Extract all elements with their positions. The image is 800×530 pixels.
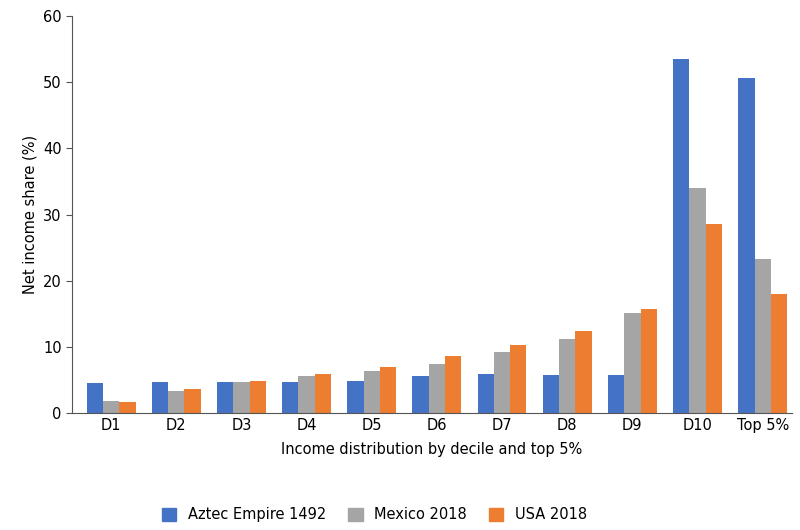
Bar [690,188,706,413]
Bar [380,367,396,413]
Bar [413,376,429,413]
X-axis label: Income distribution by decile and top 5%: Income distribution by decile and top 5% [282,441,582,456]
Bar [250,381,266,413]
Bar [771,294,787,413]
Bar [706,224,722,413]
Bar [314,374,331,413]
Bar [234,382,250,413]
Bar [510,345,526,413]
Bar [494,352,510,413]
Bar [86,383,103,413]
Bar [738,77,754,413]
Bar [282,382,298,413]
Bar [217,382,234,413]
Y-axis label: Net income share (%): Net income share (%) [22,135,38,294]
Bar [478,374,494,413]
Bar [363,371,380,413]
Bar [119,402,135,413]
Bar [673,59,690,413]
Bar [575,331,592,413]
Bar [103,401,119,413]
Bar [754,259,771,413]
Bar [184,389,201,413]
Bar [608,375,624,413]
Legend: Aztec Empire 1492, Mexico 2018, USA 2018: Aztec Empire 1492, Mexico 2018, USA 2018 [154,500,594,530]
Bar [168,391,184,413]
Bar [298,376,314,413]
Bar [445,356,462,413]
Bar [641,308,657,413]
Bar [429,364,445,413]
Bar [624,313,641,413]
Bar [542,375,559,413]
Bar [559,339,575,413]
Bar [347,381,363,413]
Bar [152,382,168,413]
